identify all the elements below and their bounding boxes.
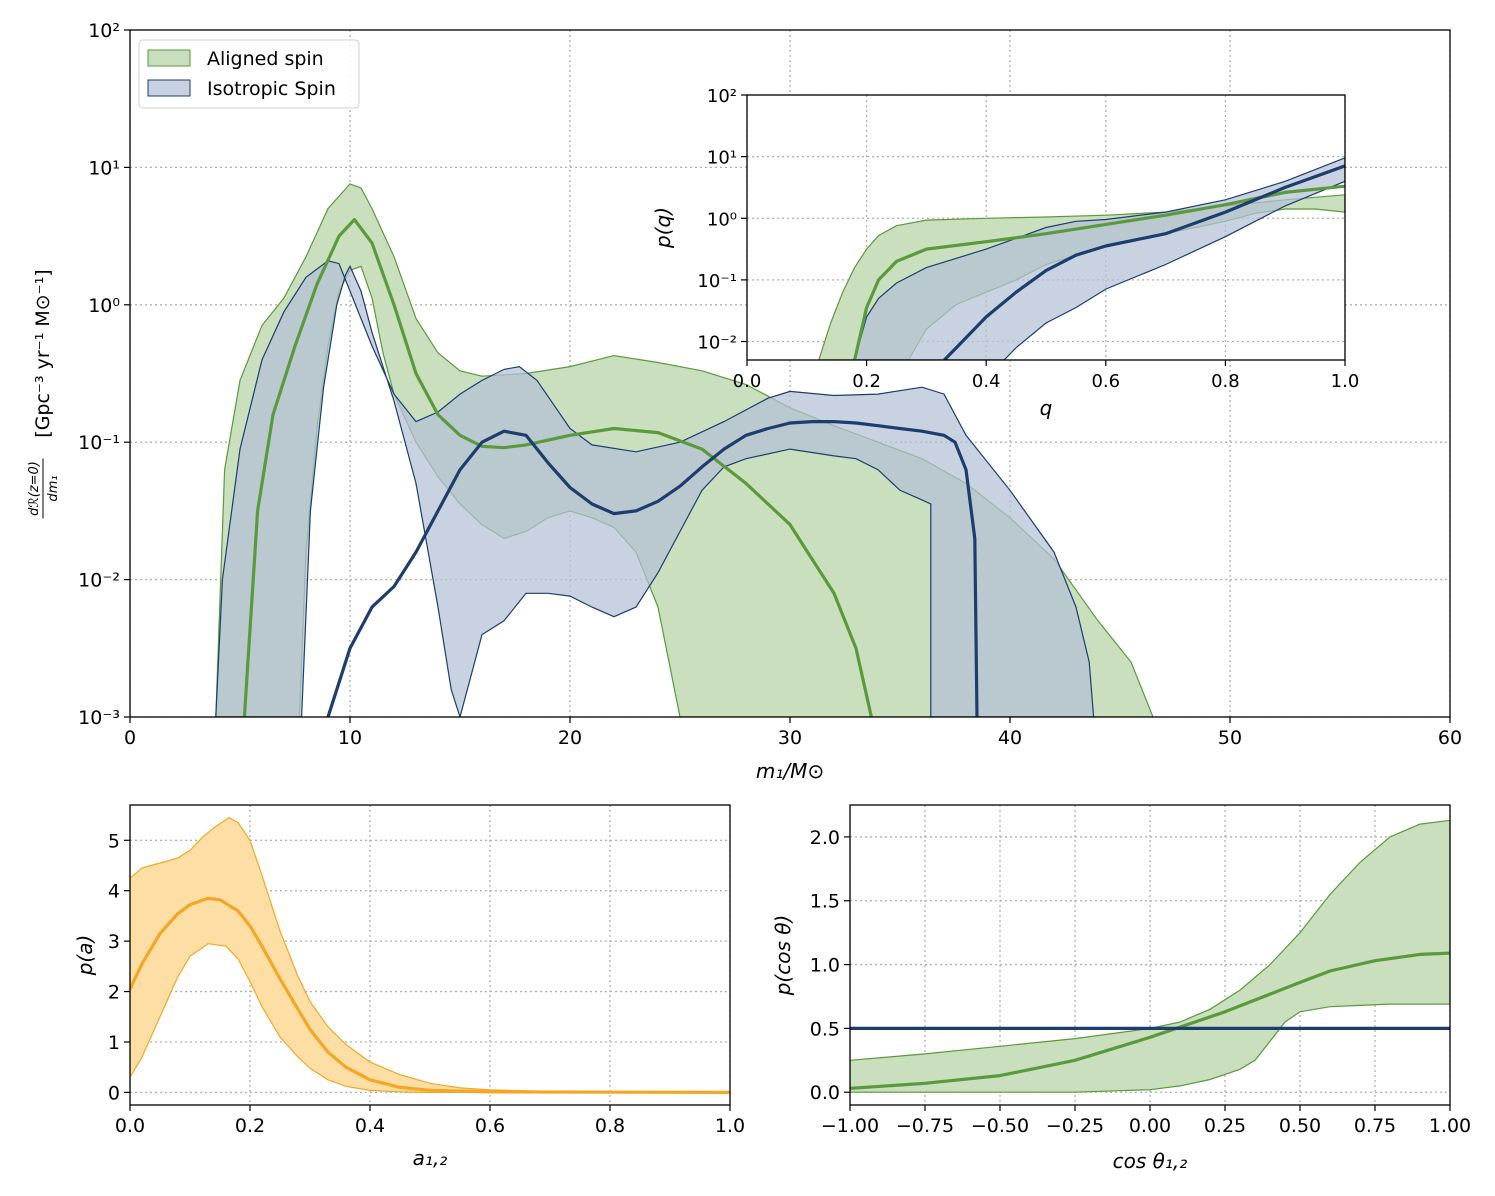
mass-xtick-label: 20 (558, 727, 582, 749)
mass-xtick-label: 40 (998, 727, 1022, 749)
legend-label: Isotropic Spin (207, 78, 336, 100)
mass-isotropic-spin-band (215, 260, 1095, 717)
spinmag-ytick-label: 2 (108, 982, 120, 1004)
legend-swatch (147, 49, 191, 67)
spinmag-frame (129, 804, 731, 1106)
mass-ylabel-denominator: dm₁ (46, 475, 61, 501)
tilt-xtick-label: 0.00 (1129, 1115, 1171, 1137)
legend-label: Aligned spin (207, 48, 324, 70)
massratio-ytick-label: 10⁰ (707, 209, 737, 230)
massratio-ytick-label: 10¹ (707, 148, 737, 169)
spinmag-spin-magnitude-band (130, 816, 730, 1093)
massratio-isotropic-spin-median-line (943, 164, 1345, 360)
massratio-xtick-label: 0.6 (1091, 371, 1120, 392)
spinmag-xtick-label: 0.8 (595, 1115, 625, 1137)
spinmag-axes: 0.0 0.2 0.4 0.6 0.8 1.0 0 1 2 3 4 5 a₁,₂ p(a) (73, 804, 745, 1170)
spinmag-xtick-label: 0.0 (115, 1115, 145, 1137)
tilt-xtick-label: −0.25 (1046, 1115, 1104, 1137)
tilt-xtick-label: 0.25 (1204, 1115, 1246, 1137)
mass-ytick-label: 10⁻² (78, 570, 120, 592)
tilt-axes: −1.00 −0.75 −0.50 −0.25 0.00 0.25 0.50 0.75 1.00… (771, 804, 1471, 1173)
spinmag-spin-magnitude-median-line (130, 896, 730, 1094)
tilt-ytick-label: 0.0 (810, 1082, 840, 1104)
massratio-axes: 0.0 0.2 0.4 0.6 0.8 1.0 10⁻² 10⁻¹ 10⁰ 10¹ 10² q p(q) (651, 86, 1359, 420)
spinmag-xtick-label: 0.2 (235, 1115, 265, 1137)
massratio-xtick-label: 0.8 (1211, 371, 1240, 392)
spinmag-ytick-label: 0 (108, 1082, 120, 1104)
massratio-frame (746, 94, 1346, 361)
spinmag-ytick-label: 5 (108, 830, 120, 852)
tilt-ytick-label: 1.0 (810, 955, 840, 977)
tilt-xtick-label: 1.00 (1429, 1115, 1471, 1137)
spinmag-xtick-label: 0.6 (475, 1115, 505, 1137)
spinmag-ytick-label: 1 (108, 1032, 120, 1054)
massratio-xtick-label: 0.0 (733, 371, 762, 392)
mass-ytick-label: 10⁰ (88, 295, 120, 317)
tilt-xlabel: cos θ₁,₂ (1113, 1149, 1188, 1173)
tilt-xtick-label: −0.75 (896, 1115, 954, 1137)
legend-swatch (147, 79, 191, 97)
mass-frame (129, 29, 1451, 718)
mass-ytick-label: 10² (88, 20, 120, 42)
spinmag-ytick-label: 4 (108, 881, 120, 903)
massratio-xtick-label: 0.4 (972, 371, 1001, 392)
legend-box (138, 39, 360, 109)
tilt-xtick-label: 0.75 (1354, 1115, 1396, 1137)
tilt-ytick-label: 2.0 (810, 827, 840, 849)
tilt-ytick-label: 1.5 (810, 891, 840, 913)
mass-aligned-spin-median-line (242, 218, 873, 717)
spinmag-ytick-label: 3 (108, 931, 120, 953)
massratio-isotropic-spin-band (853, 157, 1345, 360)
mass-xtick-label: 0 (124, 727, 136, 749)
massratio-plot-area (747, 95, 1345, 360)
mass-ytick-label: 10⁻³ (78, 707, 120, 729)
mass-xtick-label: 60 (1438, 727, 1462, 749)
massratio-xlabel: q (1040, 396, 1053, 420)
massratio-ytick-label: 10⁻¹ (697, 271, 737, 292)
tilt-frame (849, 804, 1451, 1106)
mass-ytick-label: 10⁻¹ (78, 432, 120, 454)
spinmag-xlabel: a₁,₂ (413, 1146, 448, 1170)
massratio-xtick-label: 0.2 (852, 371, 881, 392)
mass-ylabel: dℛ(z=0) dm₁ [Gpc⁻³ yr⁻¹ M⊙⁻¹] (27, 269, 61, 519)
mass-isotropic-spin-median-line (326, 420, 979, 717)
tilt-aligned-spin-median-line (850, 951, 1450, 1090)
spinmag-xtick-label: 0.4 (355, 1115, 385, 1137)
massratio-ylabel: p(q) (651, 207, 675, 249)
massratio-aligned-spin-median-line (853, 184, 1345, 360)
legend: Aligned spin Isotropic Spin (138, 39, 360, 109)
tilt-xtick-label: −0.50 (971, 1115, 1029, 1137)
mass-xtick-label: 30 (778, 727, 802, 749)
massratio-ytick-label: 10² (707, 86, 737, 107)
mass-xtick-label: 50 (1218, 727, 1242, 749)
tilt-xtick-label: −1.00 (821, 1115, 879, 1137)
tilt-ytick-label: 0.5 (810, 1018, 840, 1040)
massratio-xtick-label: 1.0 (1331, 371, 1360, 392)
mass-xtick-label: 10 (338, 727, 362, 749)
spinmag-xtick-label: 1.0 (715, 1115, 745, 1137)
mass-ylabel-numerator: dℛ(z=0) (27, 461, 42, 516)
mass-ylabel-units: [Gpc⁻³ yr⁻¹ M⊙⁻¹] (32, 269, 54, 437)
tilt-ylabel: p(cos θ) (771, 915, 795, 997)
spinmag-ylabel: p(a) (73, 935, 97, 977)
mass-axes: 0 10 20 30 40 50 60 10⁻³ 10⁻² 10⁻¹ 10⁰ 10¹ 10² m₁/M⊙ d… (27, 20, 1462, 783)
mass-ytick-label: 10¹ (88, 157, 120, 179)
mass-plot-area (130, 30, 1450, 717)
massratio-ytick-label: 10⁻² (697, 333, 737, 354)
mass-xlabel: m₁/M⊙ (756, 759, 824, 783)
tilt-plot-area (850, 805, 1450, 1105)
spinmag-plot-area (130, 805, 730, 1105)
tilt-xtick-label: 0.50 (1279, 1115, 1321, 1137)
